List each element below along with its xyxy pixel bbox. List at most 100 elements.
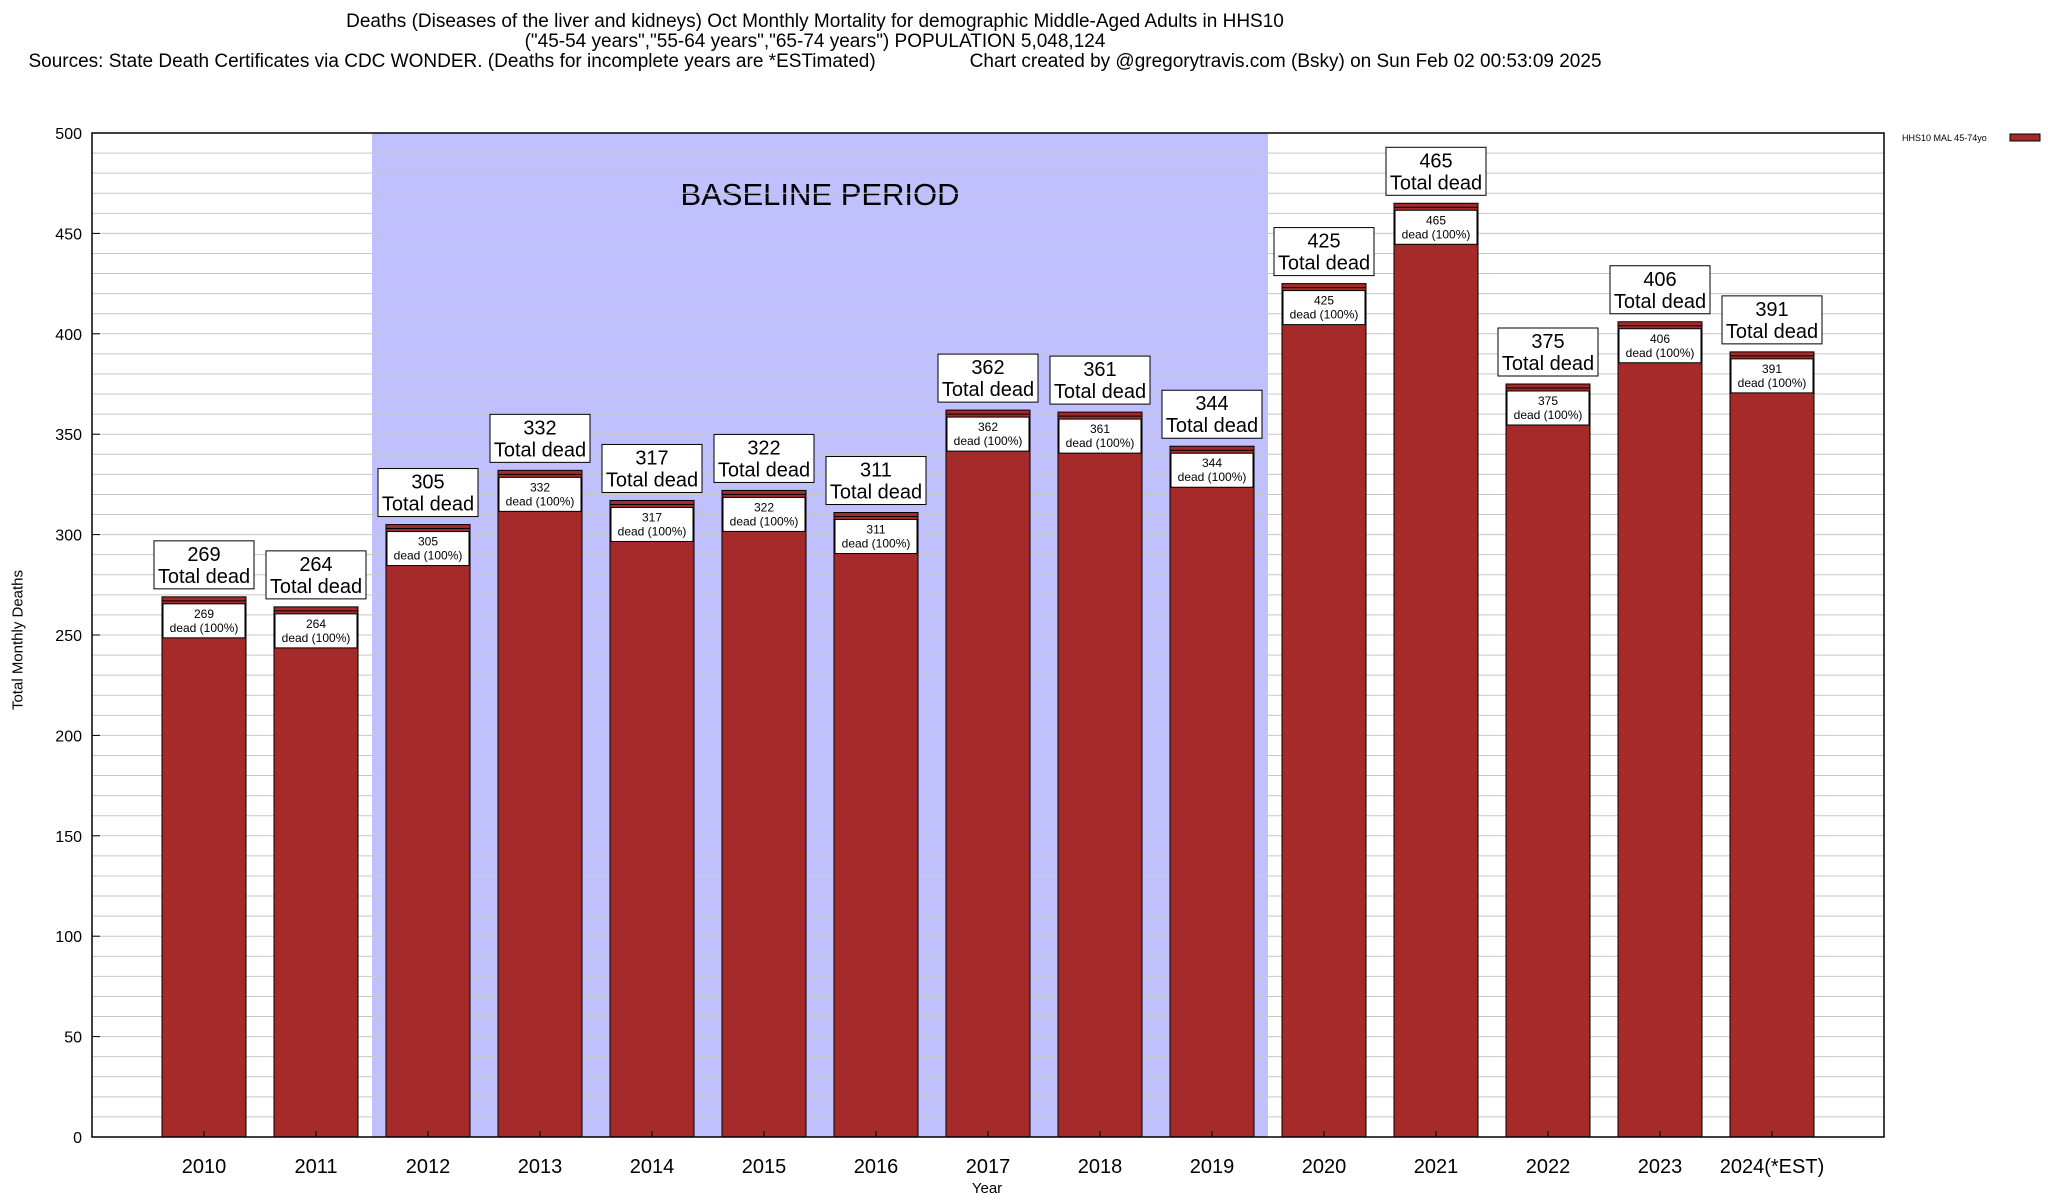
top-value-label: 317 xyxy=(635,447,668,469)
inner-value-label: 305 xyxy=(418,535,438,549)
inner-value-label: 344 xyxy=(1202,456,1222,470)
y-tick-label: 100 xyxy=(55,929,82,946)
x-tick-label: 2016 xyxy=(854,1156,899,1178)
inner-label-box xyxy=(1282,290,1366,326)
y-tick-label: 300 xyxy=(55,528,82,545)
top-label-box xyxy=(1609,265,1711,315)
top-total-label: Total dead xyxy=(718,459,810,481)
inner-label-box xyxy=(386,531,470,567)
inner-value-label: 425 xyxy=(1314,294,1334,308)
inner-label-box xyxy=(274,613,358,649)
title-credit: Chart created by @gregorytravis.com (Bsk… xyxy=(969,51,1602,72)
top-label-box xyxy=(153,540,255,590)
inner-label-box xyxy=(1394,209,1478,245)
inner-label-box xyxy=(1058,418,1142,454)
y-tick-label: 450 xyxy=(55,226,82,243)
top-label-box xyxy=(1497,327,1599,377)
bar xyxy=(385,524,471,1138)
top-label-box xyxy=(1049,355,1151,405)
top-total-label: Total dead xyxy=(494,439,586,461)
bar xyxy=(833,512,919,1138)
x-tick-label: 2013 xyxy=(518,1156,563,1178)
top-total-label: Total dead xyxy=(1390,172,1482,194)
top-value-label: 305 xyxy=(411,472,444,494)
baseline-period-label: BASELINE PERIOD xyxy=(680,177,959,212)
top-label-box xyxy=(1273,227,1375,277)
top-value-label: 264 xyxy=(299,554,332,576)
inner-percent-label: dead (100%) xyxy=(1290,308,1359,322)
inner-percent-label: dead (100%) xyxy=(506,494,575,508)
bar xyxy=(497,469,583,1138)
inner-percent-label: dead (100%) xyxy=(170,621,239,635)
top-total-label: Total dead xyxy=(1614,291,1706,313)
title-sources: Sources: State Death Certificates via CD… xyxy=(28,51,876,72)
inner-percent-label: dead (100%) xyxy=(1402,227,1471,241)
x-tick-label: 2017 xyxy=(966,1156,1011,1178)
top-total-label: Total dead xyxy=(1726,321,1818,343)
inner-percent-label: dead (100%) xyxy=(842,537,911,551)
top-total-label: Total dead xyxy=(1166,415,1258,437)
inner-label-box xyxy=(610,506,694,542)
top-total-label: Total dead xyxy=(1054,381,1146,403)
inner-percent-label: dead (100%) xyxy=(618,524,687,538)
inner-percent-label: dead (100%) xyxy=(1738,376,1807,390)
top-value-label: 322 xyxy=(747,437,780,459)
top-total-label: Total dead xyxy=(270,576,362,598)
inner-label-box xyxy=(722,496,806,532)
bar xyxy=(945,409,1031,1138)
inner-percent-label: dead (100%) xyxy=(954,434,1023,448)
top-label-box xyxy=(601,443,703,493)
x-tick-label: 2014 xyxy=(630,1156,675,1178)
top-total-label: Total dead xyxy=(158,566,250,588)
top-value-label: 332 xyxy=(523,417,556,439)
top-total-label: Total dead xyxy=(606,469,698,491)
top-value-label: 375 xyxy=(1531,331,1564,353)
inner-percent-label: dead (100%) xyxy=(1514,408,1583,422)
top-value-label: 344 xyxy=(1195,393,1228,415)
x-tick-label: 2020 xyxy=(1302,1156,1347,1178)
top-value-label: 425 xyxy=(1307,231,1340,253)
bar xyxy=(1729,351,1815,1138)
inner-percent-label: dead (100%) xyxy=(1178,470,1247,484)
top-value-label: 311 xyxy=(860,460,892,482)
y-tick-label: 500 xyxy=(55,126,82,143)
inner-percent-label: dead (100%) xyxy=(730,514,799,528)
title-line-2: ("45-54 years","55-64 years","65-74 year… xyxy=(524,31,1106,52)
bar xyxy=(1281,283,1367,1138)
x-tick-label: 2011 xyxy=(294,1156,337,1178)
x-tick-label: 2021 xyxy=(1414,1156,1459,1178)
inner-label-box xyxy=(1730,358,1814,394)
inner-label-box xyxy=(498,476,582,512)
top-total-label: Total dead xyxy=(1278,253,1370,275)
top-total-label: Total dead xyxy=(830,482,922,504)
y-tick-label: 350 xyxy=(55,427,82,444)
top-value-label: 391 xyxy=(1755,299,1788,321)
top-label-box xyxy=(377,468,479,518)
y-tick-label: 50 xyxy=(64,1030,82,1047)
x-axis-label: Year xyxy=(971,1180,1003,1197)
title-line-1: Deaths (Diseases of the liver and kidney… xyxy=(346,11,1284,32)
top-label-box xyxy=(1721,295,1823,345)
inner-value-label: 361 xyxy=(1090,422,1110,436)
top-label-box xyxy=(489,413,591,463)
plot-frame xyxy=(91,132,1885,1138)
y-tick-label: 400 xyxy=(55,327,82,344)
bar xyxy=(1169,445,1255,1138)
x-tick-label: 2022 xyxy=(1526,1156,1571,1178)
x-tick-label: 2015 xyxy=(742,1156,787,1178)
y-tick-label: 150 xyxy=(55,829,82,846)
bar xyxy=(721,489,807,1138)
x-tick-label: 2023 xyxy=(1638,1156,1683,1178)
top-value-label: 406 xyxy=(1643,269,1676,291)
inner-value-label: 264 xyxy=(306,617,326,631)
bar xyxy=(1057,411,1143,1138)
x-tick-label: 2010 xyxy=(182,1156,227,1178)
top-value-label: 465 xyxy=(1419,150,1452,172)
inner-value-label: 375 xyxy=(1538,394,1558,408)
inner-value-label: 391 xyxy=(1762,362,1782,376)
inner-value-label: 332 xyxy=(530,480,550,494)
top-value-label: 361 xyxy=(1083,359,1116,381)
inner-percent-label: dead (100%) xyxy=(1066,436,1135,450)
legend-swatch xyxy=(2009,133,2041,142)
title-line-3: Sources: State Death Certificates via CD… xyxy=(0,52,1630,72)
